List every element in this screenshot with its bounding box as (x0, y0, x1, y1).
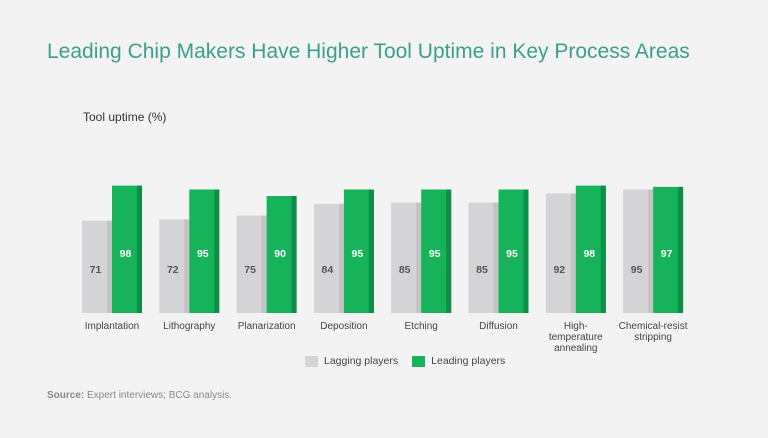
x-tick-label-line: Deposition (320, 321, 367, 332)
source-text: Expert interviews; BCG analysis. (87, 390, 233, 401)
data-label-leading-7: 97 (661, 248, 673, 260)
bar-shade-leading-0 (137, 185, 142, 313)
data-label-lagging-0: 71 (90, 264, 102, 276)
data-label-leading-3: 95 (352, 248, 364, 260)
x-tick-label-line: Etching (405, 321, 438, 332)
bar-shade-lagging-5 (493, 202, 499, 313)
legend-label-lagging: Lagging players (324, 355, 399, 367)
data-label-leading-5: 95 (506, 248, 518, 260)
legend-label-leading: Leading players (431, 355, 506, 367)
data-label-leading-2: 90 (274, 248, 286, 260)
bar-shade-leading-3 (368, 189, 374, 313)
bar-shade-lagging-6 (570, 193, 576, 313)
x-tick-label-5: Diffusion (479, 321, 518, 332)
data-label-lagging-2: 75 (244, 264, 256, 276)
x-tick-label-line: Chemical-resist (619, 321, 688, 332)
legend-swatch-lagging (305, 355, 318, 367)
data-label-lagging-5: 85 (476, 264, 488, 276)
legend: Lagging players Leading players (305, 355, 511, 367)
data-label-leading-4: 95 (429, 248, 441, 260)
bar-shade-lagging-3 (338, 203, 344, 313)
data-label-lagging-7: 95 (631, 264, 643, 276)
bar-shade-lagging-2 (261, 215, 267, 313)
legend-swatch-leading (412, 355, 426, 367)
x-tick-label-line: temperature (549, 332, 603, 343)
x-tick-label-line: Planarization (238, 321, 296, 332)
x-tick-label-3: Deposition (320, 321, 367, 332)
legend-item-leading: Leading players (412, 355, 505, 367)
x-tick-label-line: Implantation (85, 321, 139, 332)
legend-item-lagging: Lagging players (305, 355, 398, 367)
x-tick-label-7: Chemical-resist stripping (619, 321, 688, 343)
x-tick-label-6: High-temperature annealing (549, 321, 603, 354)
bar-shade-leading-6 (600, 185, 606, 313)
source-note: Source: Expert interviews; BCG analysis. (47, 390, 232, 401)
chart-title: Leading Chip Makers Have Higher Tool Upt… (47, 40, 690, 63)
bar-shade-lagging-4 (416, 202, 422, 313)
bar-shade-lagging-7 (648, 189, 654, 313)
x-tick-label-4: Etching (405, 321, 438, 332)
x-tick-label-line: annealing (554, 343, 597, 354)
y-axis-label: Tool uptime (%) (83, 110, 167, 124)
bar-shade-leading-5 (523, 189, 529, 313)
data-label-leading-6: 98 (583, 248, 595, 260)
data-label-lagging-4: 85 (399, 264, 411, 276)
x-tick-label-line: Diffusion (479, 321, 518, 332)
bar-shade-leading-1 (214, 189, 220, 313)
data-label-lagging-3: 84 (322, 264, 334, 276)
data-label-lagging-1: 72 (167, 264, 179, 276)
x-tick-label-0: Implantation (85, 321, 139, 332)
x-tick-label-line: Lithography (163, 321, 215, 332)
data-label-lagging-6: 92 (553, 264, 565, 276)
bar-shade-lagging-0 (107, 220, 112, 313)
x-tick-label-2: Planarization (238, 321, 296, 332)
x-tick-label-line: High- (564, 321, 588, 332)
x-tick-label-1: Lithography (163, 321, 215, 332)
data-label-leading-0: 98 (120, 248, 132, 260)
source-label: Source: (47, 390, 85, 401)
data-label-leading-1: 95 (197, 248, 209, 260)
bar-shade-leading-7 (678, 186, 684, 313)
bar-shade-leading-4 (446, 189, 452, 313)
bar-shade-leading-2 (291, 196, 297, 313)
bar-shade-lagging-1 (184, 219, 190, 313)
x-tick-label-line: stripping (634, 332, 672, 343)
